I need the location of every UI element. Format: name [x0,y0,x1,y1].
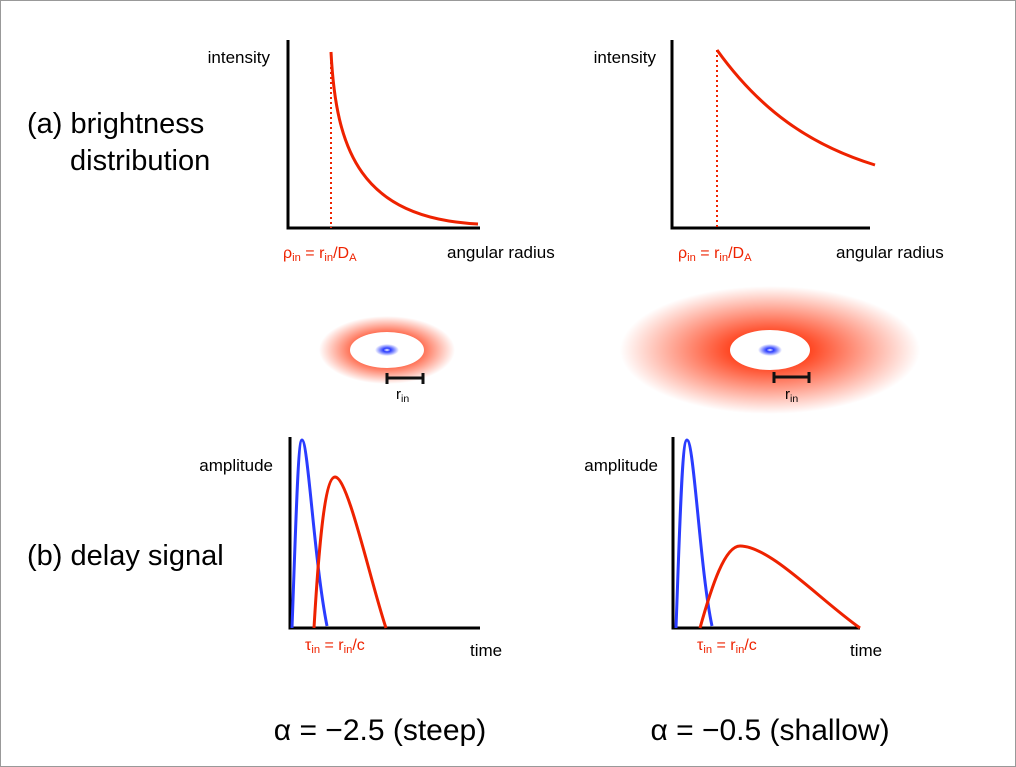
text-part: = r [301,245,325,262]
axis-label: intensity [594,48,657,67]
axis-label: amplitude [584,456,658,475]
text-part: = r [696,245,720,262]
row-label: (b) delay signal [27,540,224,572]
subscript: in [292,252,301,264]
row-label: (a) brightness [27,108,204,140]
axis-label: time [850,641,882,660]
subscript: in [703,644,712,656]
subscript: in [324,252,333,264]
caption: α = −0.5 (shallow) [650,714,889,747]
text-part: /c [352,637,364,654]
delay-plot [671,437,861,630]
subscript: in [344,644,353,656]
text-part: r [785,386,790,403]
text-part: /c [744,637,756,654]
axis-label: angular radius [447,243,555,262]
subscript: A [744,252,752,264]
brightness-plot [286,40,480,230]
axis-annotation: ρin = rin/DA [678,245,752,264]
text-part: r [396,386,401,403]
disk [620,286,920,414]
text-part: ρ [283,245,292,262]
axis-annotation: τin = rin/c [305,637,365,656]
axis-label: time [470,641,502,660]
text-part: = r [320,637,344,654]
delay-plot [288,437,480,630]
subscript: in [311,644,320,656]
text-part: τ [697,637,704,654]
axis-annotation: τin = rin/c [697,637,757,656]
subscript: in [687,252,696,264]
disk [319,316,455,384]
subscript: in [719,252,728,264]
text-part: /D [333,245,349,262]
row-label: distribution [70,145,210,177]
subscript: A [349,252,357,264]
subscript: in [736,644,745,656]
text-part: ρ [678,245,687,262]
subscript: in [790,393,798,405]
axis-annotation: ρin = rin/DA [283,245,357,264]
axis-label: angular radius [836,243,944,262]
axis-label: amplitude [199,456,273,475]
subscript: in [401,393,409,405]
caption: α = −2.5 (steep) [274,714,486,747]
scale-label: rin [785,386,798,405]
scale-label: rin [396,386,409,405]
axis-label: intensity [208,48,271,67]
brightness-plot [670,40,876,230]
text-part: = r [712,637,736,654]
text-part: /D [728,245,744,262]
text-part: τ [305,637,312,654]
